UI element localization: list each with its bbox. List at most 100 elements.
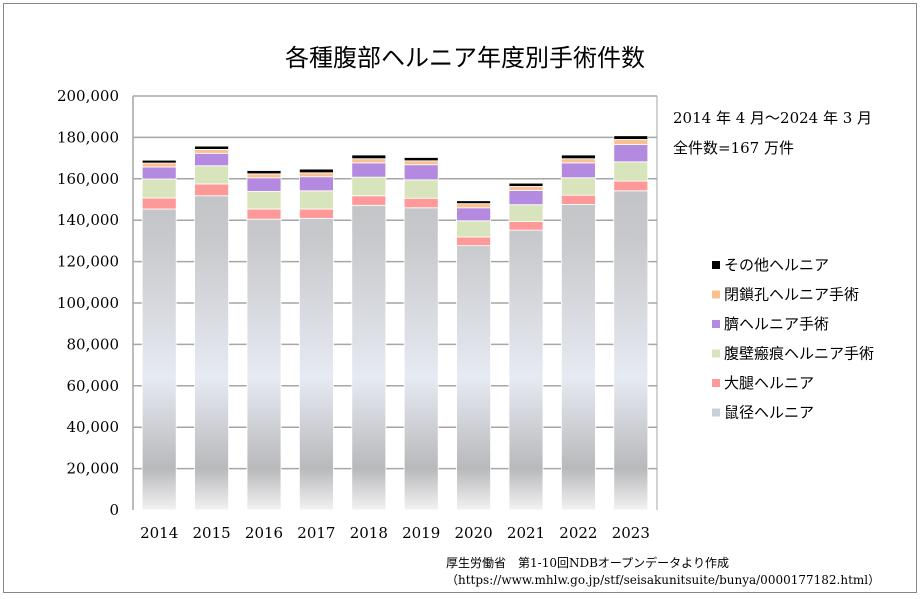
total-annotation: 全件数=167 万件 — [673, 139, 794, 157]
source-note: 厚生労働省 第1-10回NDBオープンデータより作成 — [446, 555, 729, 570]
bar-segment-2021-0 — [508, 229, 544, 511]
bar-segment-2017-4 — [298, 172, 334, 178]
x-tick-label: 2018 — [350, 524, 388, 542]
bar-segment-2016-0 — [246, 218, 282, 511]
bar-segment-2017-5 — [298, 168, 334, 174]
bar-segment-2020-3 — [456, 207, 492, 222]
bar-segment-2022-0 — [561, 204, 596, 511]
bar-segment-2020-0 — [456, 245, 492, 511]
bar-segment-2022-5 — [561, 154, 596, 160]
bar-segment-2020-4 — [456, 203, 492, 209]
y-tick-label: 140,000 — [57, 211, 119, 229]
bar-segment-2018-2 — [351, 176, 387, 197]
bar-segment-2016-1 — [246, 208, 282, 220]
bar-segment-2023-3 — [613, 144, 649, 163]
bar-segment-2021-2 — [508, 204, 544, 222]
bar-segment-2014-3 — [141, 166, 177, 180]
bar-segment-2021-4 — [508, 186, 544, 191]
x-tick-label: 2023 — [612, 524, 650, 542]
legend-label: 鼠径ヘルニア — [724, 404, 814, 422]
bar-segment-2022-3 — [561, 162, 596, 179]
bar-segment-2019-0 — [403, 207, 439, 511]
bar-segment-2023-5 — [613, 135, 649, 140]
bar-segment-2015-1 — [194, 183, 230, 197]
x-tick-label: 2014 — [140, 524, 178, 542]
bar-segment-2017-2 — [298, 190, 334, 210]
bar-segment-2020-1 — [456, 236, 492, 247]
bar-segment-2021-1 — [508, 221, 544, 231]
y-tick-label: 160,000 — [57, 170, 119, 188]
x-tick-label: 2016 — [245, 524, 283, 542]
bar-segment-2015-5 — [194, 145, 230, 150]
bar-segment-2019-3 — [403, 164, 439, 181]
bar-segment-2018-4 — [351, 158, 387, 164]
legend-swatch — [712, 290, 720, 299]
y-tick-label: 200,000 — [57, 87, 119, 105]
x-tick-label: 2022 — [559, 524, 597, 542]
bar-segment-2022-2 — [561, 177, 596, 196]
bar-segment-2018-1 — [351, 195, 387, 206]
source-url: （https://www.mhlw.go.jp/stf/seisakunitsu… — [446, 573, 880, 587]
bar-segment-2022-4 — [561, 158, 596, 164]
bar-segment-2023-1 — [613, 180, 649, 192]
bar-segment-2016-3 — [246, 177, 282, 192]
legend-swatch — [712, 320, 720, 328]
bar-segment-2014-0 — [141, 208, 177, 511]
legend-label: 大腿ヘルニア — [724, 374, 814, 392]
bar-segment-2016-4 — [246, 173, 282, 179]
y-tick-label: 20,000 — [67, 460, 120, 478]
bar-segment-2014-4 — [141, 162, 177, 168]
bar-segment-2023-0 — [613, 190, 649, 511]
legend-swatch — [712, 349, 720, 358]
bar-segment-2015-0 — [194, 195, 230, 511]
legend-label: その他ヘルニア — [724, 256, 829, 274]
bar-segment-2018-0 — [351, 204, 387, 511]
bar-segment-2017-0 — [298, 217, 334, 511]
x-tick-label: 2020 — [455, 524, 493, 542]
y-tick-label: 100,000 — [57, 294, 119, 312]
bar-segment-2015-4 — [194, 149, 230, 154]
bar-segment-2023-2 — [613, 161, 649, 182]
bar-segment-2021-5 — [508, 182, 544, 187]
bar-segment-2014-2 — [141, 178, 177, 199]
bar-segment-2019-5 — [403, 157, 439, 162]
bar-segment-2014-5 — [141, 159, 177, 164]
y-tick-label: 120,000 — [57, 253, 119, 271]
bar-segment-2020-5 — [456, 200, 492, 205]
legend-label: 閉鎖孔ヘルニア手術 — [724, 286, 859, 304]
legend-label: 臍ヘルニア手術 — [724, 315, 829, 333]
y-tick-label: 180,000 — [57, 128, 119, 146]
bar-segment-2023-4 — [613, 139, 649, 145]
bar-segment-2017-1 — [298, 208, 334, 219]
bar-segment-2016-5 — [246, 170, 282, 175]
x-tick-label: 2019 — [402, 524, 440, 542]
chart-title: 各種腹部ヘルニア年度別手術件数 — [285, 44, 645, 72]
legend-swatch — [712, 261, 720, 269]
y-tick-label: 0 — [109, 501, 119, 519]
bar-segment-2017-3 — [298, 176, 334, 192]
bar-segment-2021-3 — [508, 189, 544, 206]
bar-segment-2015-2 — [194, 165, 230, 185]
bar-segment-2018-3 — [351, 162, 387, 178]
legend-label: 腹壁瘢痕ヘルニア手術 — [724, 345, 874, 363]
chart-frame — [3, 3, 917, 593]
period-annotation: 2014 年 4 月～2024 年 3 月 — [673, 109, 872, 127]
x-tick-label: 2017 — [297, 524, 335, 542]
bar-segment-2016-2 — [246, 191, 282, 210]
y-tick-label: 60,000 — [67, 377, 120, 395]
bar-segment-2019-4 — [403, 160, 439, 166]
bar-segment-2019-1 — [403, 197, 439, 209]
bar-segment-2014-1 — [141, 197, 177, 210]
legend-swatch — [712, 408, 720, 417]
y-tick-label: 80,000 — [67, 335, 120, 353]
x-tick-label: 2015 — [193, 524, 231, 542]
bar-segment-2015-3 — [194, 152, 230, 167]
y-tick-label: 40,000 — [67, 418, 120, 436]
x-tick-label: 2021 — [507, 524, 545, 542]
bar-segment-2022-1 — [561, 194, 596, 205]
bar-segment-2019-2 — [403, 179, 439, 199]
bar-segment-2018-5 — [351, 154, 387, 160]
bar-segment-2020-2 — [456, 220, 492, 238]
legend-swatch — [712, 379, 720, 387]
